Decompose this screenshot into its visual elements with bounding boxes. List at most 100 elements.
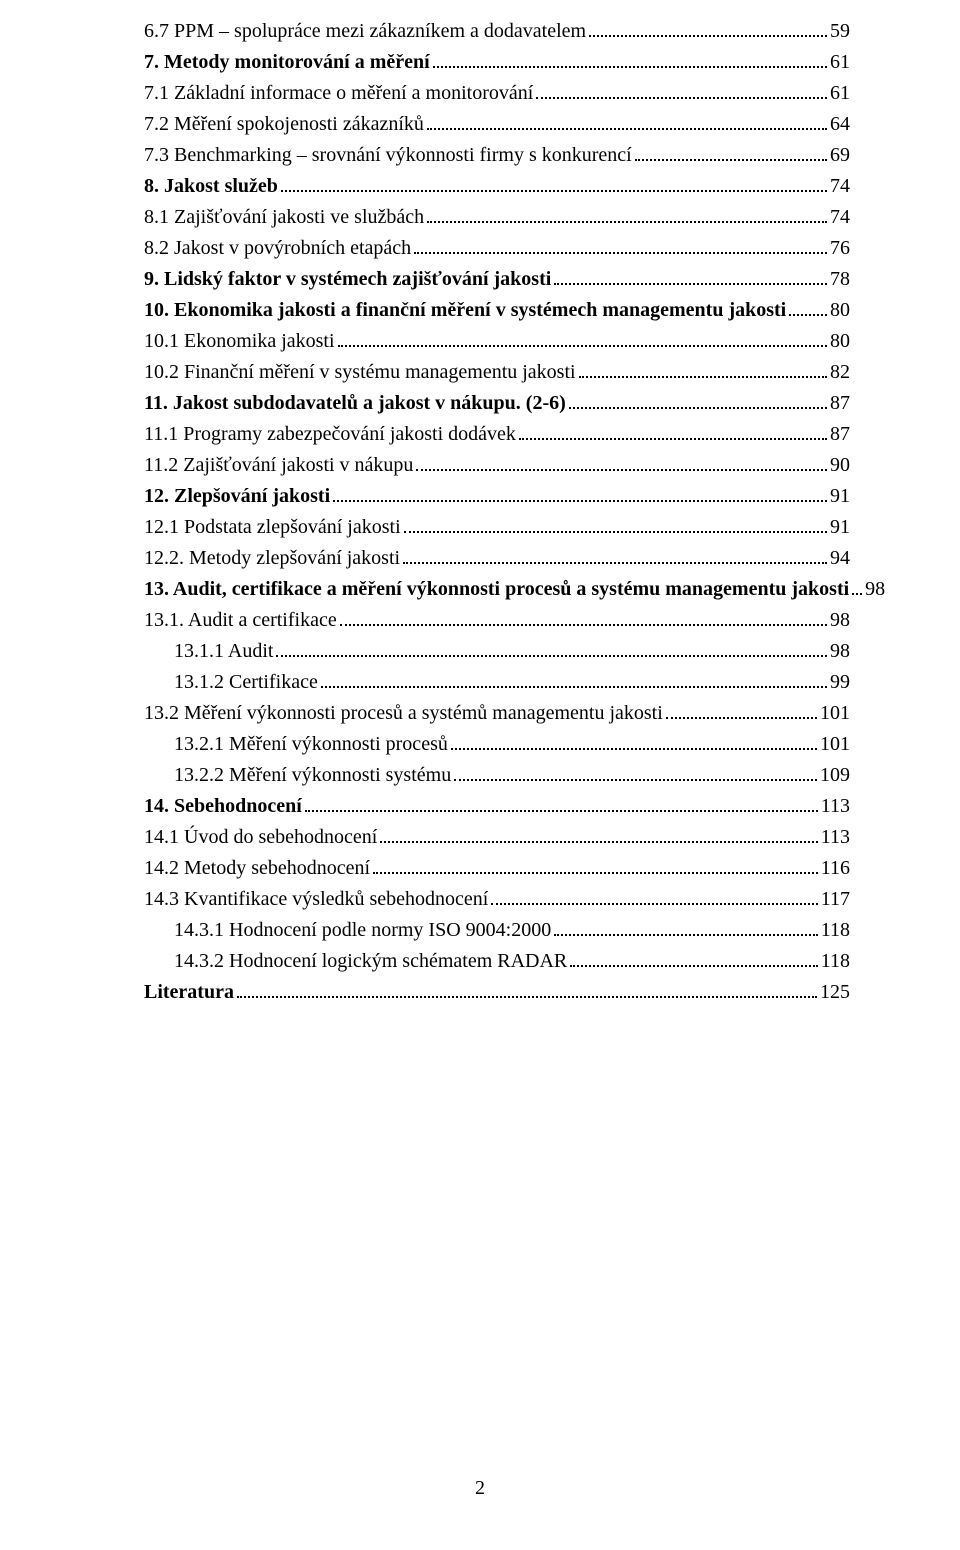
- toc-entry-page: 78: [830, 264, 850, 295]
- toc-entry-label: 10. Ekonomika jakosti a finanční měření …: [144, 295, 786, 326]
- toc-entry-page: 117: [821, 884, 850, 915]
- toc-entry-label: 14.3.1 Hodnocení podle normy ISO 9004:20…: [174, 915, 551, 946]
- toc-line: 14. Sebehodnocení113: [144, 791, 850, 822]
- toc-line: 7.2 Měření spokojenosti zákazníků64: [144, 109, 850, 140]
- toc-line: 7.1 Základní informace o měření a monito…: [144, 78, 850, 109]
- toc-line: 13.1.1 Audit98: [144, 636, 850, 667]
- toc-entry-page: 69: [830, 140, 850, 171]
- toc-leader-dots: [237, 996, 817, 998]
- toc-entry-label: 9. Lidský faktor v systémech zajišťování…: [144, 264, 551, 295]
- toc-entry-page: 91: [830, 481, 850, 512]
- toc-entry-page: 76: [830, 233, 850, 264]
- toc-entry-label: 7.3 Benchmarking – srovnání výkonnosti f…: [144, 140, 632, 171]
- toc-entry-page: 94: [830, 543, 850, 574]
- toc-leader-dots: [333, 500, 827, 502]
- toc-line: 10.1 Ekonomika jakosti 80: [144, 326, 850, 357]
- toc-entry-label: 6.7 PPM – spolupráce mezi zákazníkem a d…: [144, 16, 586, 47]
- toc-leader-dots: [451, 748, 817, 750]
- toc-line: 14.3.1 Hodnocení podle normy ISO 9004:20…: [144, 915, 850, 946]
- toc-line: 11.1 Programy zabezpečování jakosti dodá…: [144, 419, 850, 450]
- toc-leader-dots: [403, 562, 827, 564]
- toc-line: 6.7 PPM – spolupráce mezi zákazníkem a d…: [144, 16, 850, 47]
- toc-leader-dots: [414, 252, 827, 254]
- toc-leader-dots: [570, 965, 817, 967]
- toc-entry-page: 82: [830, 357, 850, 388]
- toc-leader-dots: [579, 376, 827, 378]
- toc-line: 9. Lidský faktor v systémech zajišťování…: [144, 264, 850, 295]
- toc-entry-label: Literatura: [144, 977, 234, 1008]
- toc-entry-page: 118: [821, 946, 850, 977]
- toc-entry-page: 61: [830, 78, 850, 109]
- toc-entry-label: 13.1. Audit a certifikace: [144, 605, 337, 636]
- toc-entry-label: 13.2 Měření výkonnosti procesů a systémů…: [144, 698, 663, 729]
- toc-leader-dots: [427, 221, 827, 223]
- toc-leader-dots: [427, 128, 827, 130]
- toc-line: 14.3.2 Hodnocení logickým schématem RADA…: [144, 946, 850, 977]
- toc-entry-page: 125: [820, 977, 850, 1008]
- toc-entry-page: 74: [830, 171, 850, 202]
- toc-line: 7. Metody monitorování a měření 61: [144, 47, 850, 78]
- toc-entry-label: 13.2.1 Měření výkonnosti procesů: [174, 729, 448, 760]
- toc-line: 8.1 Zajišťování jakosti ve službách74: [144, 202, 850, 233]
- toc-entry-label: 8.2 Jakost v povýrobních etapách: [144, 233, 411, 264]
- toc-line: 13.2 Měření výkonnosti procesů a systémů…: [144, 698, 850, 729]
- toc-leader-dots: [589, 35, 827, 37]
- toc-entry-page: 101: [820, 698, 850, 729]
- toc-line: Literatura 125: [144, 977, 850, 1008]
- toc-leader-dots: [276, 655, 827, 657]
- toc-line: 13.1.2 Certifikace 99: [144, 667, 850, 698]
- document-page: 6.7 PPM – spolupráce mezi zákazníkem a d…: [0, 0, 960, 1550]
- toc-entry-page: 80: [830, 295, 850, 326]
- toc-entry-label: 14.2 Metody sebehodnocení: [144, 853, 370, 884]
- toc-entry-label: 14.3.2 Hodnocení logickým schématem RADA…: [174, 946, 567, 977]
- toc-line: 13.1. Audit a certifikace 98: [144, 605, 850, 636]
- toc-leader-dots: [554, 934, 818, 936]
- toc-entry-page: 80: [830, 326, 850, 357]
- toc-entry-page: 99: [830, 667, 850, 698]
- toc-entry-page: 109: [820, 760, 850, 791]
- toc-entry-label: 14.3 Kvantifikace výsledků sebehodnocení: [144, 884, 488, 915]
- toc-leader-dots: [340, 624, 827, 626]
- toc-leader-dots: [321, 686, 827, 688]
- toc-line: 13.2.1 Měření výkonnosti procesů 101: [144, 729, 850, 760]
- toc-line: 10. Ekonomika jakosti a finanční měření …: [144, 295, 850, 326]
- toc-entry-page: 118: [821, 915, 850, 946]
- toc-entry-label: 8.1 Zajišťování jakosti ve službách: [144, 202, 424, 233]
- toc-line: 11.2 Zajišťování jakosti v nákupu 90: [144, 450, 850, 481]
- toc-entry-page: 90: [830, 450, 850, 481]
- toc-entry-label: 12.1 Podstata zlepšování jakosti: [144, 512, 401, 543]
- toc-line: 13. Audit, certifikace a měření výkonnos…: [144, 574, 850, 605]
- toc-line: 14.1 Úvod do sebehodnocení113: [144, 822, 850, 853]
- toc-leader-dots: [491, 903, 817, 905]
- toc-entry-label: 14. Sebehodnocení: [144, 791, 302, 822]
- toc-entry-page: 101: [820, 729, 850, 760]
- toc-entry-label: 10.1 Ekonomika jakosti: [144, 326, 335, 357]
- toc-leader-dots: [338, 345, 827, 347]
- toc-leader-dots: [373, 872, 818, 874]
- toc-entry-label: 13. Audit, certifikace a měření výkonnos…: [144, 574, 849, 605]
- toc-entry-label: 8. Jakost služeb: [144, 171, 278, 202]
- toc-leader-dots: [554, 283, 827, 285]
- toc-line: 14.3 Kvantifikace výsledků sebehodnocení…: [144, 884, 850, 915]
- toc-entry-page: 98: [830, 605, 850, 636]
- toc-line: 14.2 Metody sebehodnocení 116: [144, 853, 850, 884]
- toc-entry-label: 12. Zlepšování jakosti: [144, 481, 330, 512]
- toc-line: 8. Jakost služeb 74: [144, 171, 850, 202]
- page-number: 2: [0, 1477, 960, 1500]
- toc-leader-dots: [433, 66, 827, 68]
- table-of-contents: 6.7 PPM – spolupráce mezi zákazníkem a d…: [144, 16, 850, 1008]
- toc-entry-page: 64: [830, 109, 850, 140]
- toc-entry-label: 13.2.2 Měření výkonnosti systému: [174, 760, 451, 791]
- toc-leader-dots: [454, 779, 817, 781]
- toc-entry-page: 61: [830, 47, 850, 78]
- toc-entry-label: 11.2 Zajišťování jakosti v nákupu: [144, 450, 413, 481]
- toc-entry-page: 91: [830, 512, 850, 543]
- toc-entry-label: 7. Metody monitorování a měření: [144, 47, 430, 78]
- toc-entry-page: 116: [821, 853, 850, 884]
- toc-entry-label: 14.1 Úvod do sebehodnocení: [144, 822, 377, 853]
- toc-entry-label: 12.2. Metody zlepšování jakosti: [144, 543, 400, 574]
- toc-entry-label: 13.1.2 Certifikace: [174, 667, 318, 698]
- toc-leader-dots: [519, 438, 827, 440]
- toc-line: 12. Zlepšování jakosti 91: [144, 481, 850, 512]
- toc-leader-dots: [380, 841, 817, 843]
